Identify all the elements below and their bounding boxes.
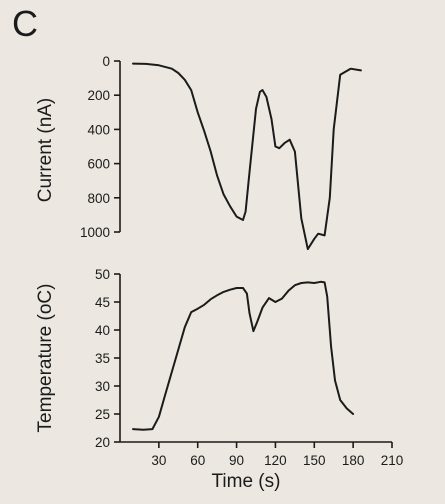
temperature-y-tick-label: 40 [95,323,110,338]
time-x-ticks: 30 60 90 120 150 180 210 [151,442,403,468]
temperature-y-axis-label: Temperature (oC) [35,284,56,433]
time-x-tick-label: 150 [303,453,326,468]
temperature-y-tick-label: 50 [95,267,110,282]
temperature-y-tick-label: 35 [95,351,110,366]
temperature-y-ticks: 20 25 30 35 40 45 50 [95,267,120,450]
current-panel: 0 200 400 600 800 1000 Current (nA) [35,54,362,251]
current-y-ticks: 0 200 400 600 800 1000 [80,54,120,240]
time-x-axis-label: Time (s) [212,471,281,492]
temperature-y-tick-label: 45 [95,295,110,310]
temperature-series-line [132,280,355,431]
current-y-tick-label: 800 [87,191,110,206]
time-x-tick-label: 90 [229,453,244,468]
current-y-tick-label: 1000 [80,225,110,240]
current-y-tick-label: 600 [87,157,110,172]
current-y-axis-label: Current (nA) [35,98,56,203]
time-x-tick-label: 180 [342,453,365,468]
time-x-tick-label: 210 [381,453,404,468]
temperature-panel: 20 25 30 35 40 45 50 30 60 90 120 150 180 210 Temper… [35,267,403,492]
time-x-tick-label: 30 [151,453,166,468]
current-series-line [132,62,362,251]
temperature-y-tick-label: 20 [95,435,110,450]
temperature-y-tick-label: 25 [95,407,110,422]
time-x-tick-label: 120 [264,453,287,468]
current-y-tick-label: 0 [102,54,110,69]
time-x-tick-label: 60 [190,453,205,468]
temperature-y-tick-label: 30 [95,379,110,394]
current-y-tick-label: 200 [87,88,110,103]
current-y-tick-label: 400 [87,122,110,137]
panel-label: C [12,3,38,44]
